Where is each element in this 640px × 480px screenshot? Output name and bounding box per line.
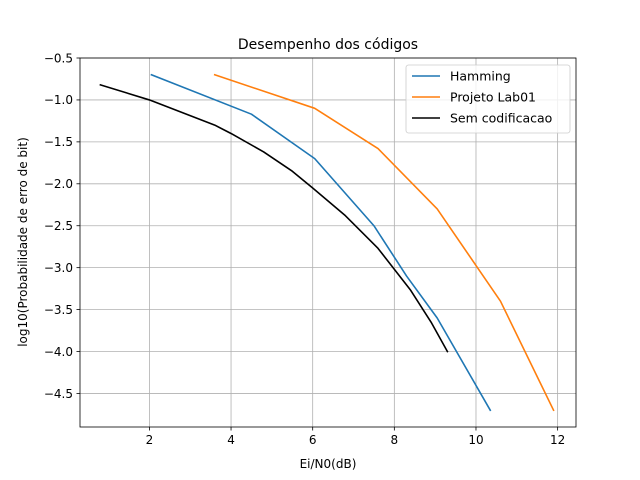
y-tick-label: −3.5 <box>44 303 73 317</box>
y-axis-label: log10(Probabilidade de erro de bit) <box>16 137 30 347</box>
x-axis-label: Ei/N0(dB) <box>300 457 357 471</box>
x-tick-label: 6 <box>309 433 317 447</box>
legend-label-0: Hamming <box>450 69 511 84</box>
y-axis-ticks: −4.5 −4.0 −3.5 −3.0 −2.5 −2.0 −1.5 −1.0 −0.5 <box>44 51 80 401</box>
y-tick-label: −1.5 <box>44 135 73 149</box>
plot-frame <box>79 57 577 428</box>
y-tick-label: −3.0 <box>44 261 73 275</box>
x-tick-label: 10 <box>468 433 483 447</box>
x-tick-label: 4 <box>227 433 235 447</box>
y-tick-label: −0.5 <box>44 51 73 65</box>
x-tick-label: 12 <box>550 433 565 447</box>
series-line-1 <box>213 73 555 412</box>
series-line-0 <box>150 73 492 412</box>
y-tick-label: −1.0 <box>44 93 73 107</box>
series-lines <box>99 73 555 412</box>
y-tick-label: −2.0 <box>44 177 73 191</box>
y-tick-label: −4.0 <box>44 345 73 359</box>
legend-label-1: Projeto Lab01 <box>450 90 536 105</box>
y-tick-label: −4.5 <box>44 387 73 401</box>
legend: Hamming Projeto Lab01 Sem codificacao <box>405 64 571 134</box>
chart-title: Desempenho dos códigos <box>238 37 418 53</box>
series-line-2 <box>99 83 449 353</box>
x-tick-label: 2 <box>146 433 154 447</box>
legend-box <box>405 64 571 134</box>
y-tick-label: −2.5 <box>44 219 73 233</box>
x-tick-label: 8 <box>391 433 399 447</box>
legend-label-2: Sem codificacao <box>450 111 552 126</box>
x-axis-ticks: 2 4 6 8 10 12 <box>146 427 565 447</box>
